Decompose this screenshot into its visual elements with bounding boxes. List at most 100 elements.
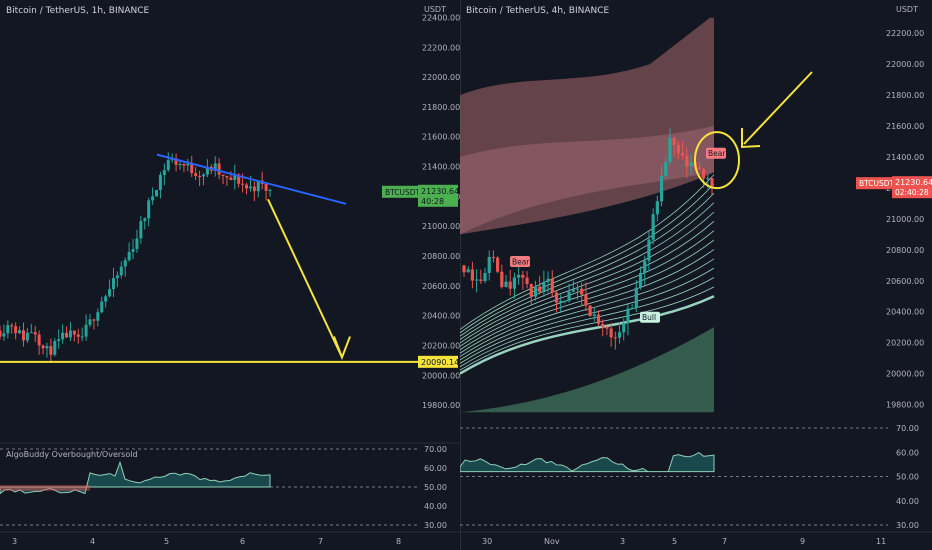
right-chart-panel[interactable]: USDT 22200.00 22000.00 21800.00 21600.00 2140… [460, 0, 932, 550]
price-tick-label: 21600.00 [422, 133, 460, 142]
candle-body [697, 167, 701, 170]
price-tick-label: 20200.00 [422, 341, 460, 350]
candle-body [111, 278, 115, 290]
ribbon-line [460, 239, 715, 354]
price-tick-label: 21600.00 [886, 122, 924, 131]
candle-body [131, 249, 135, 252]
indicator-area [460, 452, 715, 473]
right-chart-svg[interactable]: USDT 22200.00 22000.00 21800.00 21600.00 2140… [460, 0, 932, 550]
candle-body [61, 332, 65, 340]
candle-body [533, 286, 538, 297]
candle-body [76, 334, 80, 337]
candle-body [601, 323, 605, 327]
time-tick-label: 30 [482, 537, 492, 546]
left-chart-panel[interactable]: 22400.00 22200.00 22000.00 21800.00 21600.00… [0, 0, 460, 550]
price-tick-label: 21400.00 [422, 163, 460, 172]
price-tick-label: 22000.00 [886, 60, 924, 69]
candle-body [2, 333, 6, 337]
bull-signal: Bull [642, 313, 656, 322]
candle-body [115, 275, 119, 279]
ribbon-line [460, 211, 715, 344]
ribbon-line [460, 221, 715, 347]
candle-body [127, 251, 131, 261]
upper-band-inner [460, 126, 714, 235]
support-price-label: 20090.14 [421, 358, 459, 367]
candle-body [668, 137, 672, 162]
bear-signal-2-bg [706, 147, 726, 159]
left-indicator-title: AlgoBuddy Overbought/Oversold [6, 450, 138, 459]
candle-body [0, 330, 2, 337]
indicator-tick-label: 70.00 [424, 445, 447, 454]
ribbon-line [460, 192, 715, 337]
bear-signal-1: Bear [512, 258, 530, 267]
candle-body [178, 164, 182, 166]
candle-body [710, 178, 714, 189]
indicator-tick-label: 60.00 [424, 464, 447, 473]
time-tick-label: 9 [800, 537, 805, 546]
candle-body [45, 346, 49, 349]
candle-body [162, 170, 166, 175]
ribbon-line [460, 183, 715, 334]
candle-body [500, 271, 504, 288]
last-price-label: 21230.64 [895, 178, 932, 187]
candle-body [92, 319, 96, 321]
price-tick-label: 22400.00 [422, 13, 460, 22]
candle-body [205, 166, 209, 175]
time-tick-label: 7 [722, 537, 727, 546]
candle-body [605, 326, 609, 329]
candle-body [521, 274, 525, 278]
left-chart-svg[interactable]: 22400.00 22200.00 22000.00 21800.00 21600.00… [0, 0, 460, 550]
candle-body [542, 281, 546, 292]
panel-divider [460, 0, 461, 550]
candle-body [194, 173, 198, 176]
candle-body [225, 175, 229, 178]
candle-body [466, 269, 470, 273]
candle-body [571, 289, 575, 292]
candle-body [584, 294, 588, 306]
price-tick-label: 19800.00 [886, 401, 924, 410]
candle-body [155, 190, 159, 197]
candle-body [563, 300, 567, 302]
down-arrow-line [267, 198, 343, 358]
candle-body [201, 174, 205, 177]
candle-body [643, 260, 647, 273]
candle-body [680, 153, 685, 156]
candle-body [100, 301, 104, 313]
indicator-tick-label: 40.00 [424, 502, 447, 511]
candle-body [592, 314, 596, 316]
last-price-tag [418, 184, 458, 207]
symbol-tag-label: BTCUSDT [859, 179, 895, 188]
candle-body [268, 189, 272, 191]
candle-body [672, 137, 676, 146]
support-price-tag [418, 355, 458, 368]
candle-body [559, 300, 563, 303]
time-tick-label: 8 [396, 537, 401, 546]
candle-body [53, 341, 57, 355]
candle-body [166, 160, 170, 171]
indicator-tick-label: 40.00 [896, 497, 919, 506]
candle-body [588, 305, 592, 316]
highlight-circle [694, 131, 740, 190]
time-tick-label: 11 [876, 537, 886, 546]
candle-body [80, 336, 84, 338]
time-tick-label: 3 [12, 537, 17, 546]
candle-body [233, 174, 237, 181]
candle-body [567, 291, 571, 301]
down-arrow-head [333, 336, 351, 361]
candle-body [617, 332, 622, 338]
candle-body [550, 278, 554, 293]
candle-body [57, 339, 61, 342]
candle-body [119, 266, 123, 276]
countdown-label: 40:28 [421, 197, 444, 206]
candle-body [21, 330, 25, 341]
candle-body [174, 158, 178, 165]
price-tick-label: 19800.00 [422, 401, 460, 410]
ribbon-line [460, 202, 715, 340]
price-tick-label: 22200.00 [422, 43, 460, 52]
price-tick-label: 20200.00 [886, 339, 924, 348]
candle-body [84, 324, 88, 337]
candle-body [72, 330, 76, 335]
indicator-tick-label: 30.00 [896, 521, 919, 530]
candle-body [701, 169, 706, 179]
price-tick-label: 20800.00 [886, 246, 924, 255]
